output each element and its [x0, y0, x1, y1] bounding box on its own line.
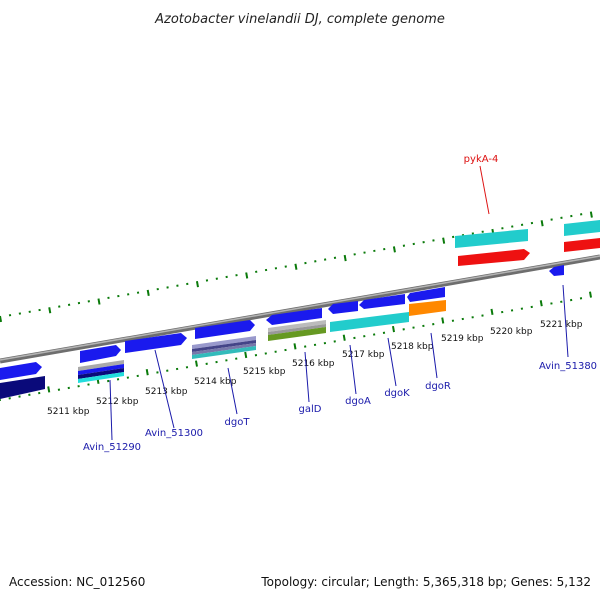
- feature-stripe-olive: [268, 327, 326, 341]
- leader-avin-51380: [562, 284, 569, 358]
- feature-avin-51280[interactable]: [0, 362, 42, 380]
- tick-label-5215: 5215 kbp: [243, 367, 286, 377]
- major-tick: [392, 246, 396, 253]
- tick-label-5220: 5220 kbp: [490, 327, 533, 337]
- feature-dgoR[interactable]: [407, 287, 445, 302]
- feature-stripe-lavender: [192, 336, 256, 349]
- tick-label-5219: 5219 kbp: [441, 334, 484, 344]
- feature-avin-51380[interactable]: [549, 265, 564, 276]
- tick-label-5216: 5216 kbp: [292, 359, 335, 369]
- major-tick: [47, 386, 51, 393]
- gene-label-avin-51300[interactable]: Avin_51300: [145, 428, 203, 439]
- feature-stripe-grey-3: [268, 324, 326, 335]
- leader-dgoA: [349, 344, 357, 395]
- leader-dgoT: [227, 367, 238, 415]
- gene-label-dgoK[interactable]: dgoK: [384, 388, 410, 399]
- leader-avin-51300: [154, 349, 175, 429]
- feature-galD[interactable]: [266, 308, 322, 325]
- major-tick: [342, 334, 346, 341]
- tick-label-5221: 5221 kbp: [540, 320, 583, 330]
- tick-label-5217: 5217 kbp: [342, 350, 385, 360]
- major-tick: [539, 300, 543, 307]
- feature-outer-red-2[interactable]: [564, 238, 600, 252]
- feature-outer-cyan-2[interactable]: [564, 220, 600, 236]
- feature-stripe-grey-1: [78, 360, 124, 371]
- feature-stripe-cyan-1: [78, 372, 124, 383]
- tick-label-5211: 5211 kbp: [47, 407, 90, 417]
- feature-stripe-navy-1: [78, 368, 124, 379]
- feature-dgoA[interactable]: [328, 301, 358, 314]
- tick-label-5212: 5212 kbp: [96, 397, 139, 407]
- gene-label-dgoA[interactable]: dgoA: [345, 396, 371, 407]
- genome-backbone-highlight: [0, 255, 600, 361]
- feature-dgoT[interactable]: [195, 320, 255, 339]
- major-tick: [490, 308, 494, 315]
- leader-dgoK: [387, 337, 397, 387]
- major-tick: [97, 298, 101, 305]
- leader-dgoR: [430, 332, 438, 379]
- major-tick: [391, 325, 395, 333]
- major-tick: [48, 307, 52, 314]
- major-tick: [441, 317, 445, 324]
- feature-stripe-grey-2: [268, 320, 326, 332]
- gene-label-avin-51290[interactable]: Avin_51290: [83, 442, 141, 453]
- genome-backbone: [0, 254, 600, 364]
- feature-dgoA-cyan[interactable]: [330, 312, 409, 332]
- gene-label-galD[interactable]: galD: [299, 404, 322, 415]
- major-tick: [0, 315, 3, 323]
- major-tick: [195, 281, 199, 288]
- gene-label-avin-51380[interactable]: Avin_51380: [539, 361, 597, 372]
- gene-label-dgoR[interactable]: dgoR: [425, 381, 451, 392]
- major-tick: [294, 263, 298, 270]
- major-tick: [343, 254, 347, 262]
- topology-text: Topology: circular; Length: 5,365,318 bp…: [260, 575, 591, 589]
- feature-stripe-purple: [192, 343, 256, 355]
- feature-pykA-4[interactable]: [458, 249, 530, 266]
- major-tick: [244, 351, 248, 359]
- feature-outer-cyan-1[interactable]: [455, 229, 528, 248]
- outer-tick-track: [0, 211, 593, 323]
- gene-label-pykA-4[interactable]: pykA-4: [464, 154, 499, 165]
- feature-avin-51290[interactable]: [80, 345, 121, 363]
- feature-stripe-teal: [192, 346, 256, 359]
- leader-pykA-4: [479, 165, 490, 215]
- major-tick: [145, 369, 149, 376]
- tick-label-5218: 5218 kbp: [391, 342, 434, 352]
- major-tick: [540, 220, 544, 227]
- feature-dgoK[interactable]: [359, 294, 405, 309]
- major-tick: [293, 343, 297, 350]
- major-tick: [194, 360, 198, 367]
- major-tick: [245, 272, 249, 279]
- inner-tick-track: [0, 291, 593, 401]
- major-tick: [588, 291, 593, 298]
- tick-label-5213: 5213 kbp: [145, 387, 188, 397]
- leader-avin-51290: [109, 379, 113, 441]
- feature-stripe-slate: [192, 340, 256, 352]
- map-title: Azotobacter vinelandii DJ, complete geno…: [154, 12, 445, 27]
- feature-avin-51300[interactable]: [125, 333, 187, 353]
- feature-navy-block[interactable]: [0, 376, 45, 399]
- feature-dgoK-orange[interactable]: [409, 300, 446, 316]
- tick-label-5214: 5214 kbp: [194, 377, 237, 387]
- feature-stripe-blue-1: [78, 364, 124, 375]
- major-tick: [146, 289, 150, 296]
- major-tick: [589, 211, 593, 218]
- major-tick: [442, 237, 446, 244]
- accession-text: Accession: NC_012560: [9, 575, 145, 589]
- gene-label-dgoT[interactable]: dgoT: [225, 417, 251, 428]
- leader-galD: [304, 351, 310, 403]
